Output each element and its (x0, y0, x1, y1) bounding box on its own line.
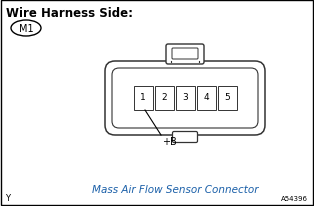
FancyBboxPatch shape (172, 49, 198, 60)
Text: +B: +B (162, 136, 177, 146)
Bar (154, 87, 174, 110)
Text: 3: 3 (182, 93, 188, 102)
Bar (197, 87, 215, 110)
Bar (133, 87, 153, 110)
Ellipse shape (11, 21, 41, 37)
Bar (176, 87, 194, 110)
FancyBboxPatch shape (105, 62, 265, 135)
Text: 4: 4 (203, 93, 209, 102)
Text: Mass Air Flow Sensor Connector: Mass Air Flow Sensor Connector (92, 184, 258, 194)
Text: Wire Harness Side:: Wire Harness Side: (6, 7, 133, 20)
FancyBboxPatch shape (172, 132, 198, 143)
Text: Y: Y (5, 194, 10, 202)
Text: 5: 5 (224, 93, 230, 102)
Text: 1: 1 (140, 93, 146, 102)
Text: A54396: A54396 (281, 195, 308, 201)
Text: 2: 2 (161, 93, 167, 102)
FancyBboxPatch shape (112, 69, 258, 128)
Text: M1: M1 (19, 24, 33, 34)
FancyBboxPatch shape (166, 45, 204, 65)
Bar (218, 87, 236, 110)
